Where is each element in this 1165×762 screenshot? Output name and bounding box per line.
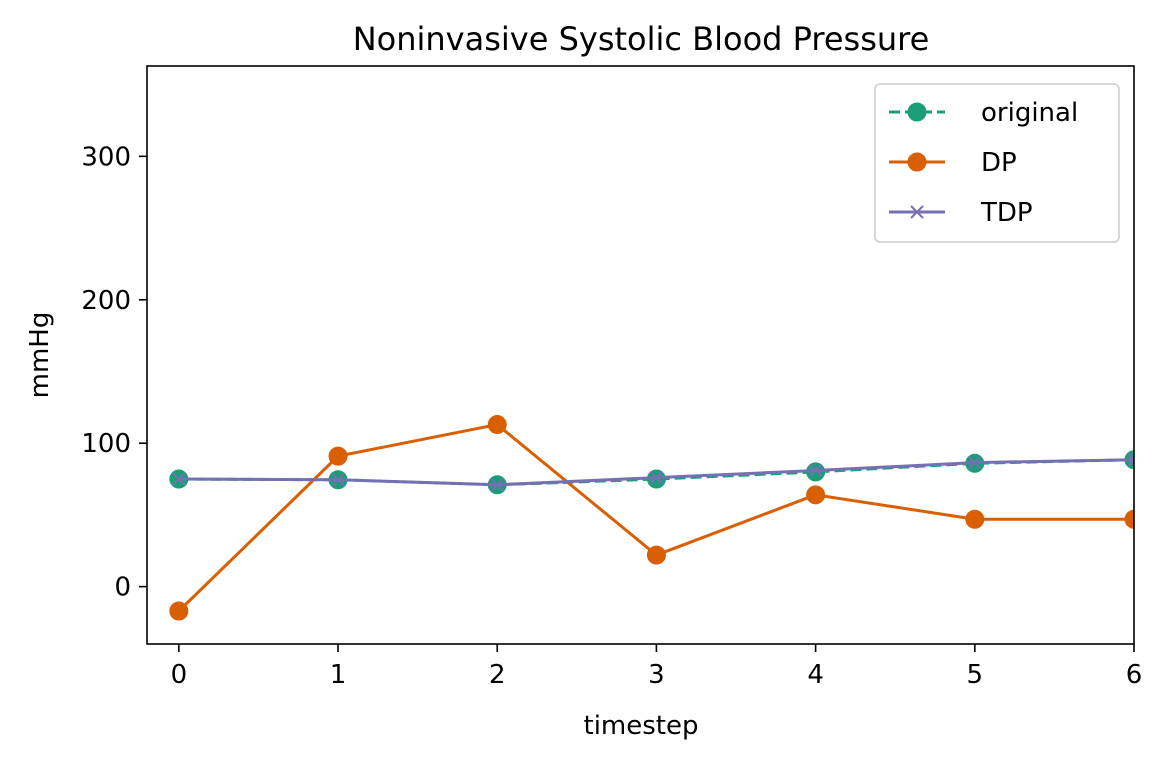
plot-area bbox=[169, 415, 1134, 621]
x-axis-label: timestep bbox=[584, 711, 699, 741]
x-tick-label: 0 bbox=[171, 660, 188, 690]
x-marker-stroke bbox=[490, 478, 504, 492]
x-tick-label: 5 bbox=[967, 660, 984, 690]
legend-swatch-marker bbox=[907, 152, 927, 172]
data-point-tdp bbox=[649, 470, 664, 485]
x-marker-stroke bbox=[1127, 458, 1134, 467]
legend-box bbox=[874, 83, 1120, 243]
chart-title: Noninvasive Systolic Blood Pressure bbox=[353, 20, 930, 58]
y-axis-label: mmHg bbox=[25, 312, 55, 399]
x-marker-stroke bbox=[968, 455, 982, 470]
data-point-dp bbox=[487, 415, 507, 435]
x-tick-label: 2 bbox=[489, 660, 506, 690]
x-tick-label: 1 bbox=[330, 660, 347, 690]
x-tick-label: 3 bbox=[648, 660, 665, 690]
series-line-dp bbox=[177, 423, 1134, 613]
data-point-tdp bbox=[968, 455, 982, 470]
legend-item-tdp: TDP bbox=[889, 198, 1033, 228]
x-axis-ticks: 0 1 2 3 4 5 6 bbox=[171, 644, 1143, 690]
data-point-dp bbox=[646, 545, 666, 565]
data-point-tdp bbox=[1127, 452, 1134, 467]
plot-frame bbox=[146, 65, 1135, 645]
y-axis-ticks: 0 100 200 300 bbox=[81, 142, 147, 603]
data-point-dp bbox=[965, 509, 985, 529]
legend-label-dp: DP bbox=[981, 148, 1017, 178]
legend-item-dp: DP bbox=[889, 148, 1017, 178]
x-tick-label: 6 bbox=[1126, 660, 1143, 690]
data-point-tdp bbox=[331, 473, 345, 487]
legend-swatch-marker bbox=[910, 205, 924, 219]
series-tdp bbox=[172, 452, 1134, 492]
data-point-tdp bbox=[808, 463, 823, 478]
series-original bbox=[169, 450, 1134, 495]
legend: original DP TDP bbox=[874, 83, 1120, 243]
x-marker-stroke bbox=[172, 472, 186, 486]
data-point-dp bbox=[806, 485, 826, 505]
x-marker-stroke bbox=[808, 463, 823, 478]
x-marker-stroke bbox=[649, 470, 664, 485]
data-point-dp bbox=[1124, 509, 1134, 529]
legend-swatch-marker bbox=[907, 102, 927, 122]
legend-label-original: original bbox=[981, 98, 1078, 128]
legend-item-original: original bbox=[889, 98, 1078, 128]
x-marker-stroke bbox=[331, 473, 345, 487]
y-tick-label: 100 bbox=[81, 429, 131, 459]
y-tick-label: 300 bbox=[81, 142, 131, 172]
data-point-tdp bbox=[172, 472, 186, 486]
y-tick-label: 0 bbox=[114, 573, 131, 603]
data-point-dp bbox=[169, 601, 189, 621]
x-marker-stroke bbox=[1127, 452, 1134, 462]
data-point-dp bbox=[328, 446, 348, 466]
data-point-tdp bbox=[490, 478, 504, 492]
legend-label-tdp: TDP bbox=[980, 198, 1033, 228]
x-tick-label: 4 bbox=[807, 660, 824, 690]
series-dp bbox=[169, 415, 1134, 621]
x-marker-stroke bbox=[910, 205, 924, 219]
y-tick-label: 200 bbox=[81, 286, 131, 316]
